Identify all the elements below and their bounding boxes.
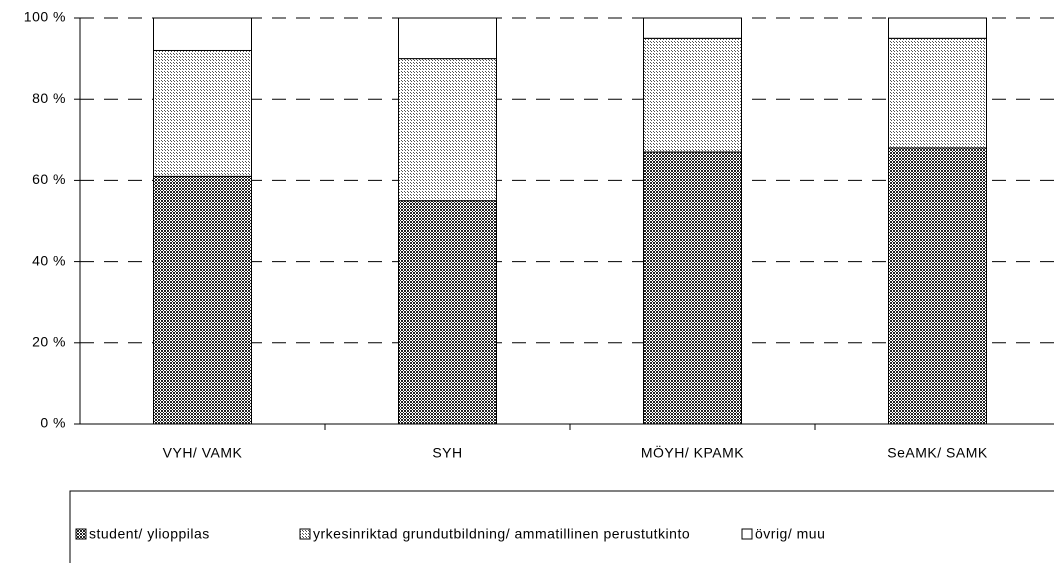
- legend-label: yrkesinriktad grundutbildning/ ammatilli…: [313, 526, 690, 542]
- bar-segment: [398, 17, 497, 60]
- legend-label: övrig/ muu: [755, 526, 825, 542]
- legend-swatch: [741, 528, 753, 540]
- y-tick-label: 80 %: [32, 90, 66, 106]
- bar-segment: [643, 17, 742, 39]
- x-tick-label: VYH/ VAMK: [163, 445, 243, 461]
- bar-segment: [888, 147, 987, 425]
- bar-segment: [398, 58, 497, 202]
- bar-segment: [888, 37, 987, 149]
- x-tick-label: SeAMK/ SAMK: [887, 445, 988, 461]
- bar-segment: [643, 37, 742, 153]
- legend-label: student/ ylioppilas: [89, 526, 210, 542]
- legend-swatch: [75, 528, 87, 540]
- bar-segment: [398, 200, 497, 425]
- bar-segment: [888, 17, 987, 39]
- bar-segment: [153, 17, 252, 51]
- y-tick-label: 100 %: [24, 9, 66, 25]
- y-tick-label: 0 %: [40, 415, 66, 431]
- y-tick-label: 20 %: [32, 334, 66, 350]
- bar-segment: [153, 49, 252, 177]
- legend-swatch: [299, 528, 311, 540]
- x-tick-label: SYH: [432, 445, 462, 461]
- y-tick-label: 40 %: [32, 252, 66, 268]
- bar-segment: [153, 175, 252, 425]
- legend-box: [69, 490, 1054, 563]
- y-tick-label: 60 %: [32, 171, 66, 187]
- bar-segment: [643, 151, 742, 425]
- x-tick-label: MÖYH/ KPAMK: [641, 444, 744, 461]
